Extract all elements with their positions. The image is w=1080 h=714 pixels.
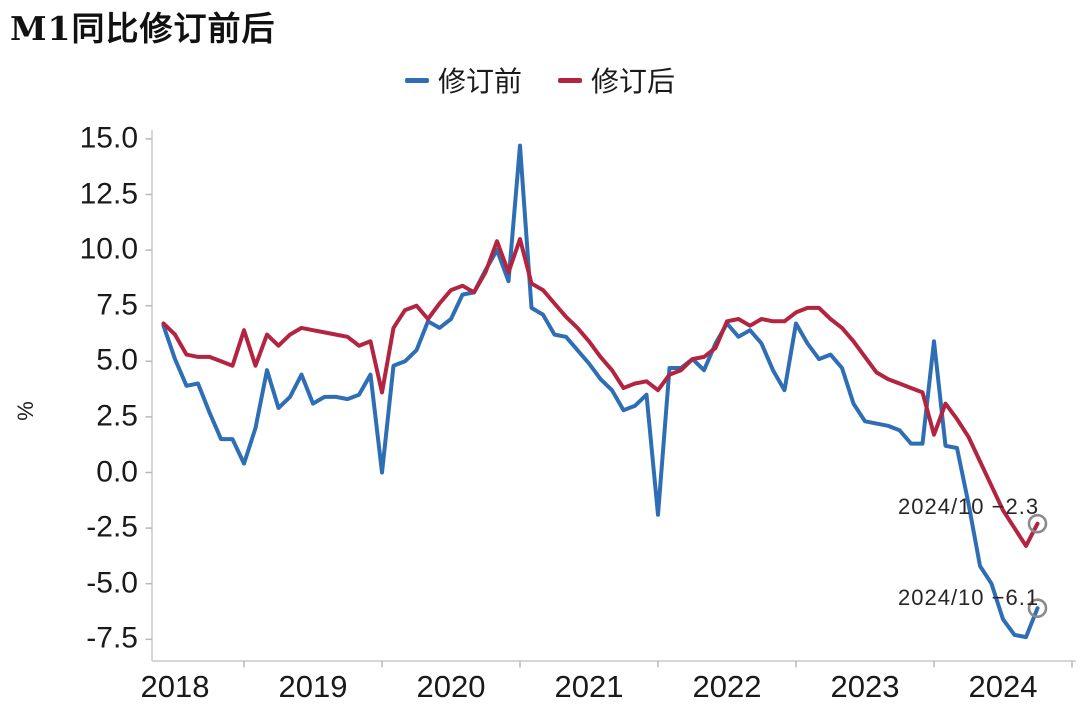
x-tick-label: 2023 [830, 669, 900, 704]
y-tick-label: 12.5 [79, 176, 138, 210]
y-tick-label: -5.0 [86, 566, 138, 600]
revised-end-marker [1027, 513, 1048, 534]
y-tick-label: -2.5 [86, 510, 138, 544]
y-tick-label: 10.0 [79, 232, 138, 266]
annotation-pre-revision-latest: 2024/10 −6.1 [898, 585, 1040, 610]
revised-line [161, 237, 1040, 548]
annotation-revised-latest: 2024/10 −2.3 [898, 494, 1040, 519]
y-tick-label: -7.5 [86, 621, 138, 655]
pre-revision-legend-label: 修订前 [437, 65, 522, 98]
x-tick-label: 2022 [692, 669, 762, 704]
pre-revision-line-swatch [404, 77, 429, 83]
y-axis-label: % [12, 401, 38, 421]
pre-revision-end-marker [1027, 598, 1048, 618]
pre-revision-line [161, 143, 1040, 640]
x-tick-label: 2018 [140, 669, 210, 704]
y-tick-label: 5.0 [96, 343, 138, 377]
y-tick-label: 15.0 [79, 121, 138, 155]
chart-title: M1同比修订前后 [10, 9, 276, 48]
x-tick-label: 2019 [278, 669, 348, 704]
revised-line-swatch [558, 77, 582, 83]
x-tick-label: 2024 [968, 669, 1038, 704]
y-tick-label: 7.5 [96, 288, 138, 322]
y-tick-label: 0.0 [96, 454, 138, 488]
y-tick-label: 2.5 [96, 399, 138, 433]
legend-item-revised: 修订后 [558, 60, 675, 100]
legend: 修订前 修订后 [0, 60, 1080, 100]
revised-legend-label: 修订后 [591, 65, 676, 98]
legend-item-pre-revision: 修订前 [404, 60, 522, 100]
x-tick-label: 2021 [554, 669, 624, 704]
x-tick-label: 2020 [416, 669, 486, 704]
